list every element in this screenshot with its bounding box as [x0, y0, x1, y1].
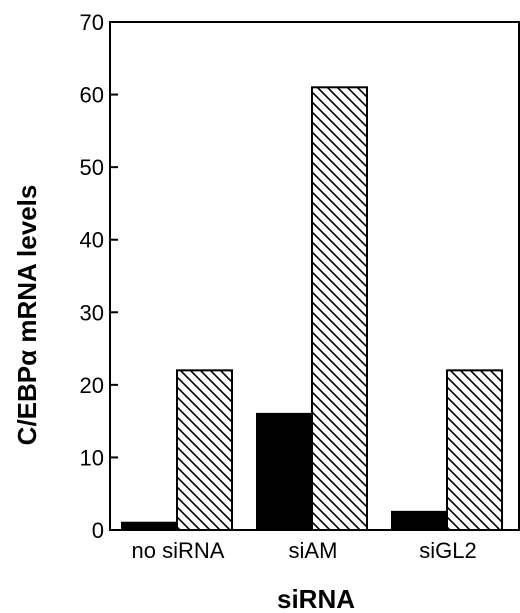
bar-solid-sigl2 — [391, 510, 448, 532]
y-tick-label: 20 — [80, 373, 104, 398]
y-tick-label: 50 — [80, 155, 104, 180]
x-category-label: siGL2 — [419, 538, 476, 563]
y-axis: 0 10 20 30 40 50 60 70 — [80, 10, 118, 543]
bar-hatched-sigl2 — [446, 369, 503, 532]
y-tick-label: 40 — [80, 228, 104, 253]
bar-solid-siam — [256, 412, 313, 531]
bars — [121, 86, 503, 532]
x-axis: no siRNA siAM siGL2 — [132, 538, 477, 563]
x-axis-title: siRNA — [277, 584, 355, 613]
y-tick-label: 10 — [80, 445, 104, 470]
y-axis-title: C/EBPα mRNA levels — [12, 185, 42, 446]
y-tick-label: 30 — [80, 300, 104, 325]
y-tick-label: 0 — [92, 518, 104, 543]
y-tick-label: 70 — [80, 10, 104, 35]
y-tick-label: 60 — [80, 83, 104, 108]
bar-solid-no-sirna — [121, 521, 178, 532]
x-category-label: siAM — [289, 538, 338, 563]
bar-hatched-siam — [311, 86, 368, 531]
bar-hatched-no-sirna — [176, 369, 233, 532]
x-category-label: no siRNA — [132, 538, 225, 563]
